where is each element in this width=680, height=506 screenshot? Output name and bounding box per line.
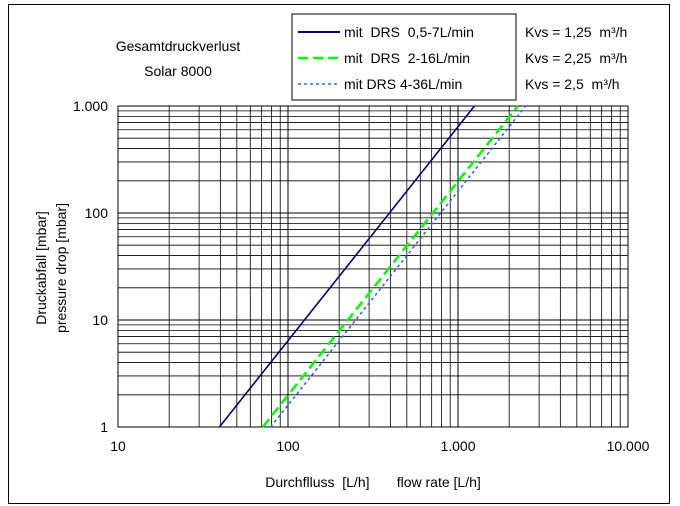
y-axis-label-line-1: Druckabfall [mbar]	[33, 211, 49, 325]
legend-label-series-2: mit DRS 2-16L/min	[344, 50, 470, 66]
series-line-3	[271, 106, 526, 427]
x-axis-label: Durchflluss [L/h] flow rate [L/h]	[265, 474, 481, 490]
series-layer	[219, 106, 525, 427]
legend: mit DRS 0,5-7L/min mit DRS 2-16L/min mit…	[292, 14, 516, 100]
y-axis-label-line-2: pressure drop [mbar]	[53, 203, 69, 333]
y-tick-label: 1.000	[73, 98, 108, 114]
y-tick-label: 1	[100, 419, 108, 435]
y-tick-label: 10	[92, 312, 108, 328]
x-tick-label: 10	[110, 438, 126, 454]
x-tick-labels: 10 100 1.000 10.000	[110, 438, 649, 454]
y-tick-labels: 1 10 100 1.000	[73, 98, 108, 435]
kvs-label-series-1: Kvs = 1,25 m³/h	[525, 24, 627, 40]
y-tick-label: 100	[85, 205, 109, 221]
x-tick-label: 1.000	[440, 438, 475, 454]
plot-border	[118, 106, 628, 427]
legend-label-series-1: mit DRS 0,5-7L/min	[344, 24, 474, 40]
x-tick-label: 10.000	[607, 438, 650, 454]
grid	[118, 106, 628, 427]
chart-title-line-1: Gesamtdruckverlust	[116, 38, 241, 54]
chart-title-line-2: Solar 8000	[144, 63, 212, 79]
series-line-1	[219, 106, 474, 427]
legend-label-series-3: mit DRS 4-36L/min	[344, 76, 462, 92]
kvs-label-series-3: Kvs = 2,5 m³/h	[525, 76, 620, 92]
kvs-label-series-2: Kvs = 2,25 m³/h	[525, 50, 627, 66]
x-tick-label: 100	[276, 438, 300, 454]
